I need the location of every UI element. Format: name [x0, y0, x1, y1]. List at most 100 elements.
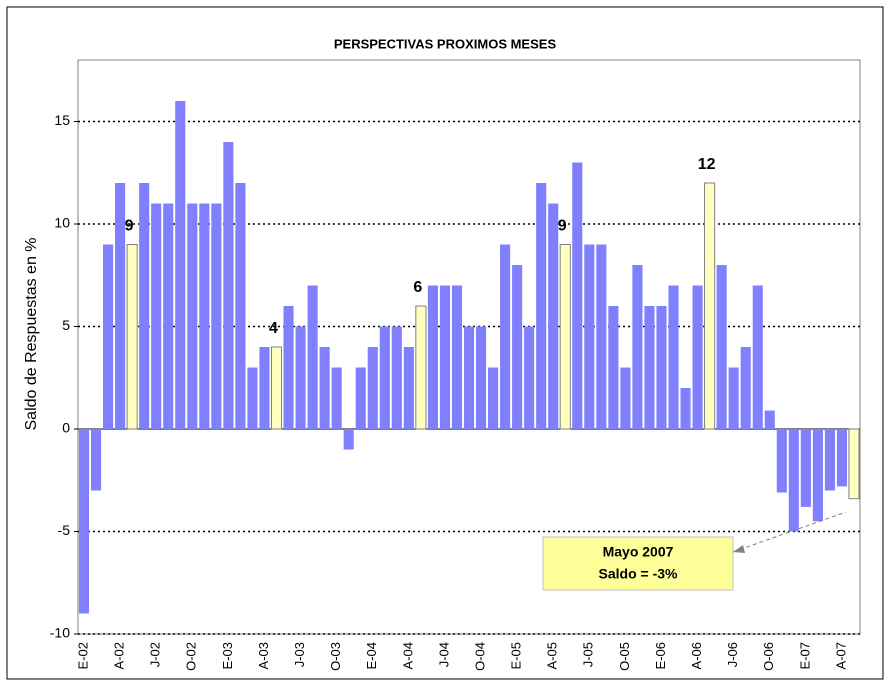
bar — [848, 428, 860, 500]
callout-text: Saldo = -3% — [599, 566, 679, 582]
bar — [548, 203, 559, 429]
bar — [656, 306, 667, 429]
bar — [704, 182, 716, 430]
x-tick-label: O-03 — [328, 642, 343, 671]
bar — [584, 244, 595, 429]
bar — [788, 429, 799, 532]
x-tick-label: E-04 — [364, 642, 379, 669]
x-tick-label: E-05 — [509, 642, 524, 669]
bar — [391, 326, 402, 429]
value-label: 6 — [413, 279, 422, 296]
bar — [559, 244, 571, 430]
bar — [283, 306, 294, 429]
bar — [644, 306, 655, 429]
bar — [331, 367, 342, 429]
bar — [608, 306, 619, 429]
y-tick-label: 10 — [54, 215, 70, 231]
chart-title: PERSPECTIVAS PROXIMOS MESES — [334, 36, 557, 51]
bar — [403, 347, 414, 429]
bar — [355, 367, 366, 429]
bar — [800, 429, 811, 507]
bar — [151, 203, 162, 429]
bar — [247, 367, 258, 429]
bar — [752, 285, 763, 429]
y-tick-label: 0 — [62, 420, 70, 436]
callout-arrow — [732, 511, 847, 553]
x-tick-label: J-05 — [581, 642, 596, 667]
x-tick-label: J-02 — [148, 642, 163, 667]
y-tick-label: -10 — [50, 625, 70, 641]
bar — [163, 203, 174, 429]
callout-box — [542, 536, 734, 591]
bar — [680, 388, 691, 429]
bar — [716, 265, 727, 429]
bar — [379, 326, 390, 429]
bar — [235, 183, 246, 429]
x-tick-label: O-02 — [184, 642, 199, 671]
x-tick-label: E-03 — [220, 642, 235, 669]
value-label: 9 — [125, 218, 134, 235]
bar — [764, 410, 775, 429]
value-label: 9 — [558, 218, 567, 235]
bar — [223, 142, 234, 429]
bar — [307, 285, 318, 429]
bar — [103, 244, 114, 429]
bar — [451, 285, 463, 429]
value-label: 12 — [698, 156, 716, 173]
bar — [175, 101, 186, 429]
x-tick-label: E-06 — [653, 642, 668, 669]
x-tick-label: A-03 — [256, 642, 271, 669]
value-label: 4 — [269, 320, 278, 337]
bar — [500, 244, 511, 429]
y-axis-title: Saldo de Respuestas en % — [23, 237, 40, 430]
x-tick-label: A-05 — [545, 642, 560, 669]
bar — [367, 347, 378, 429]
bar — [776, 429, 787, 493]
bar — [439, 285, 450, 429]
bar — [692, 285, 703, 429]
x-tick-label: E-07 — [797, 642, 812, 669]
x-tick-label: A-07 — [833, 642, 848, 669]
bar — [632, 265, 643, 429]
bar — [211, 203, 222, 429]
x-tick-label: A-04 — [400, 642, 415, 669]
bar — [824, 429, 835, 491]
bar — [728, 367, 739, 429]
x-tick-label: O-04 — [472, 642, 487, 671]
x-tick-label: O-06 — [761, 642, 776, 671]
x-tick-label: E-02 — [75, 642, 90, 669]
bar — [78, 429, 90, 614]
bar — [343, 429, 354, 450]
bar — [319, 347, 330, 429]
bar — [572, 162, 583, 429]
y-tick-label: 5 — [62, 317, 70, 333]
bar — [415, 305, 427, 430]
x-tick-label: J-04 — [436, 642, 451, 667]
callout: Mayo 2007 Saldo = -3% — [542, 511, 847, 591]
x-tick-label: O-05 — [617, 642, 632, 671]
bar — [259, 347, 270, 429]
bar — [596, 244, 607, 429]
bar — [199, 203, 210, 429]
x-tick-label: A-02 — [112, 642, 127, 669]
y-tick-label: 15 — [54, 112, 70, 128]
x-tick-label: J-03 — [292, 642, 307, 667]
x-tick-label: J-06 — [725, 642, 740, 667]
bar — [463, 326, 475, 429]
bar — [139, 183, 150, 429]
bar — [427, 285, 438, 429]
bar — [668, 285, 679, 429]
bar — [812, 429, 823, 522]
bar — [90, 429, 102, 491]
bar — [488, 367, 499, 429]
bar — [836, 429, 848, 487]
callout-arrowhead — [733, 545, 745, 553]
callout-text: Mayo 2007 — [603, 544, 674, 560]
bar — [512, 265, 523, 429]
bar — [524, 326, 535, 429]
bar — [475, 326, 487, 429]
bar — [620, 367, 631, 429]
y-tick-label: -5 — [58, 522, 71, 538]
bar — [187, 203, 198, 429]
